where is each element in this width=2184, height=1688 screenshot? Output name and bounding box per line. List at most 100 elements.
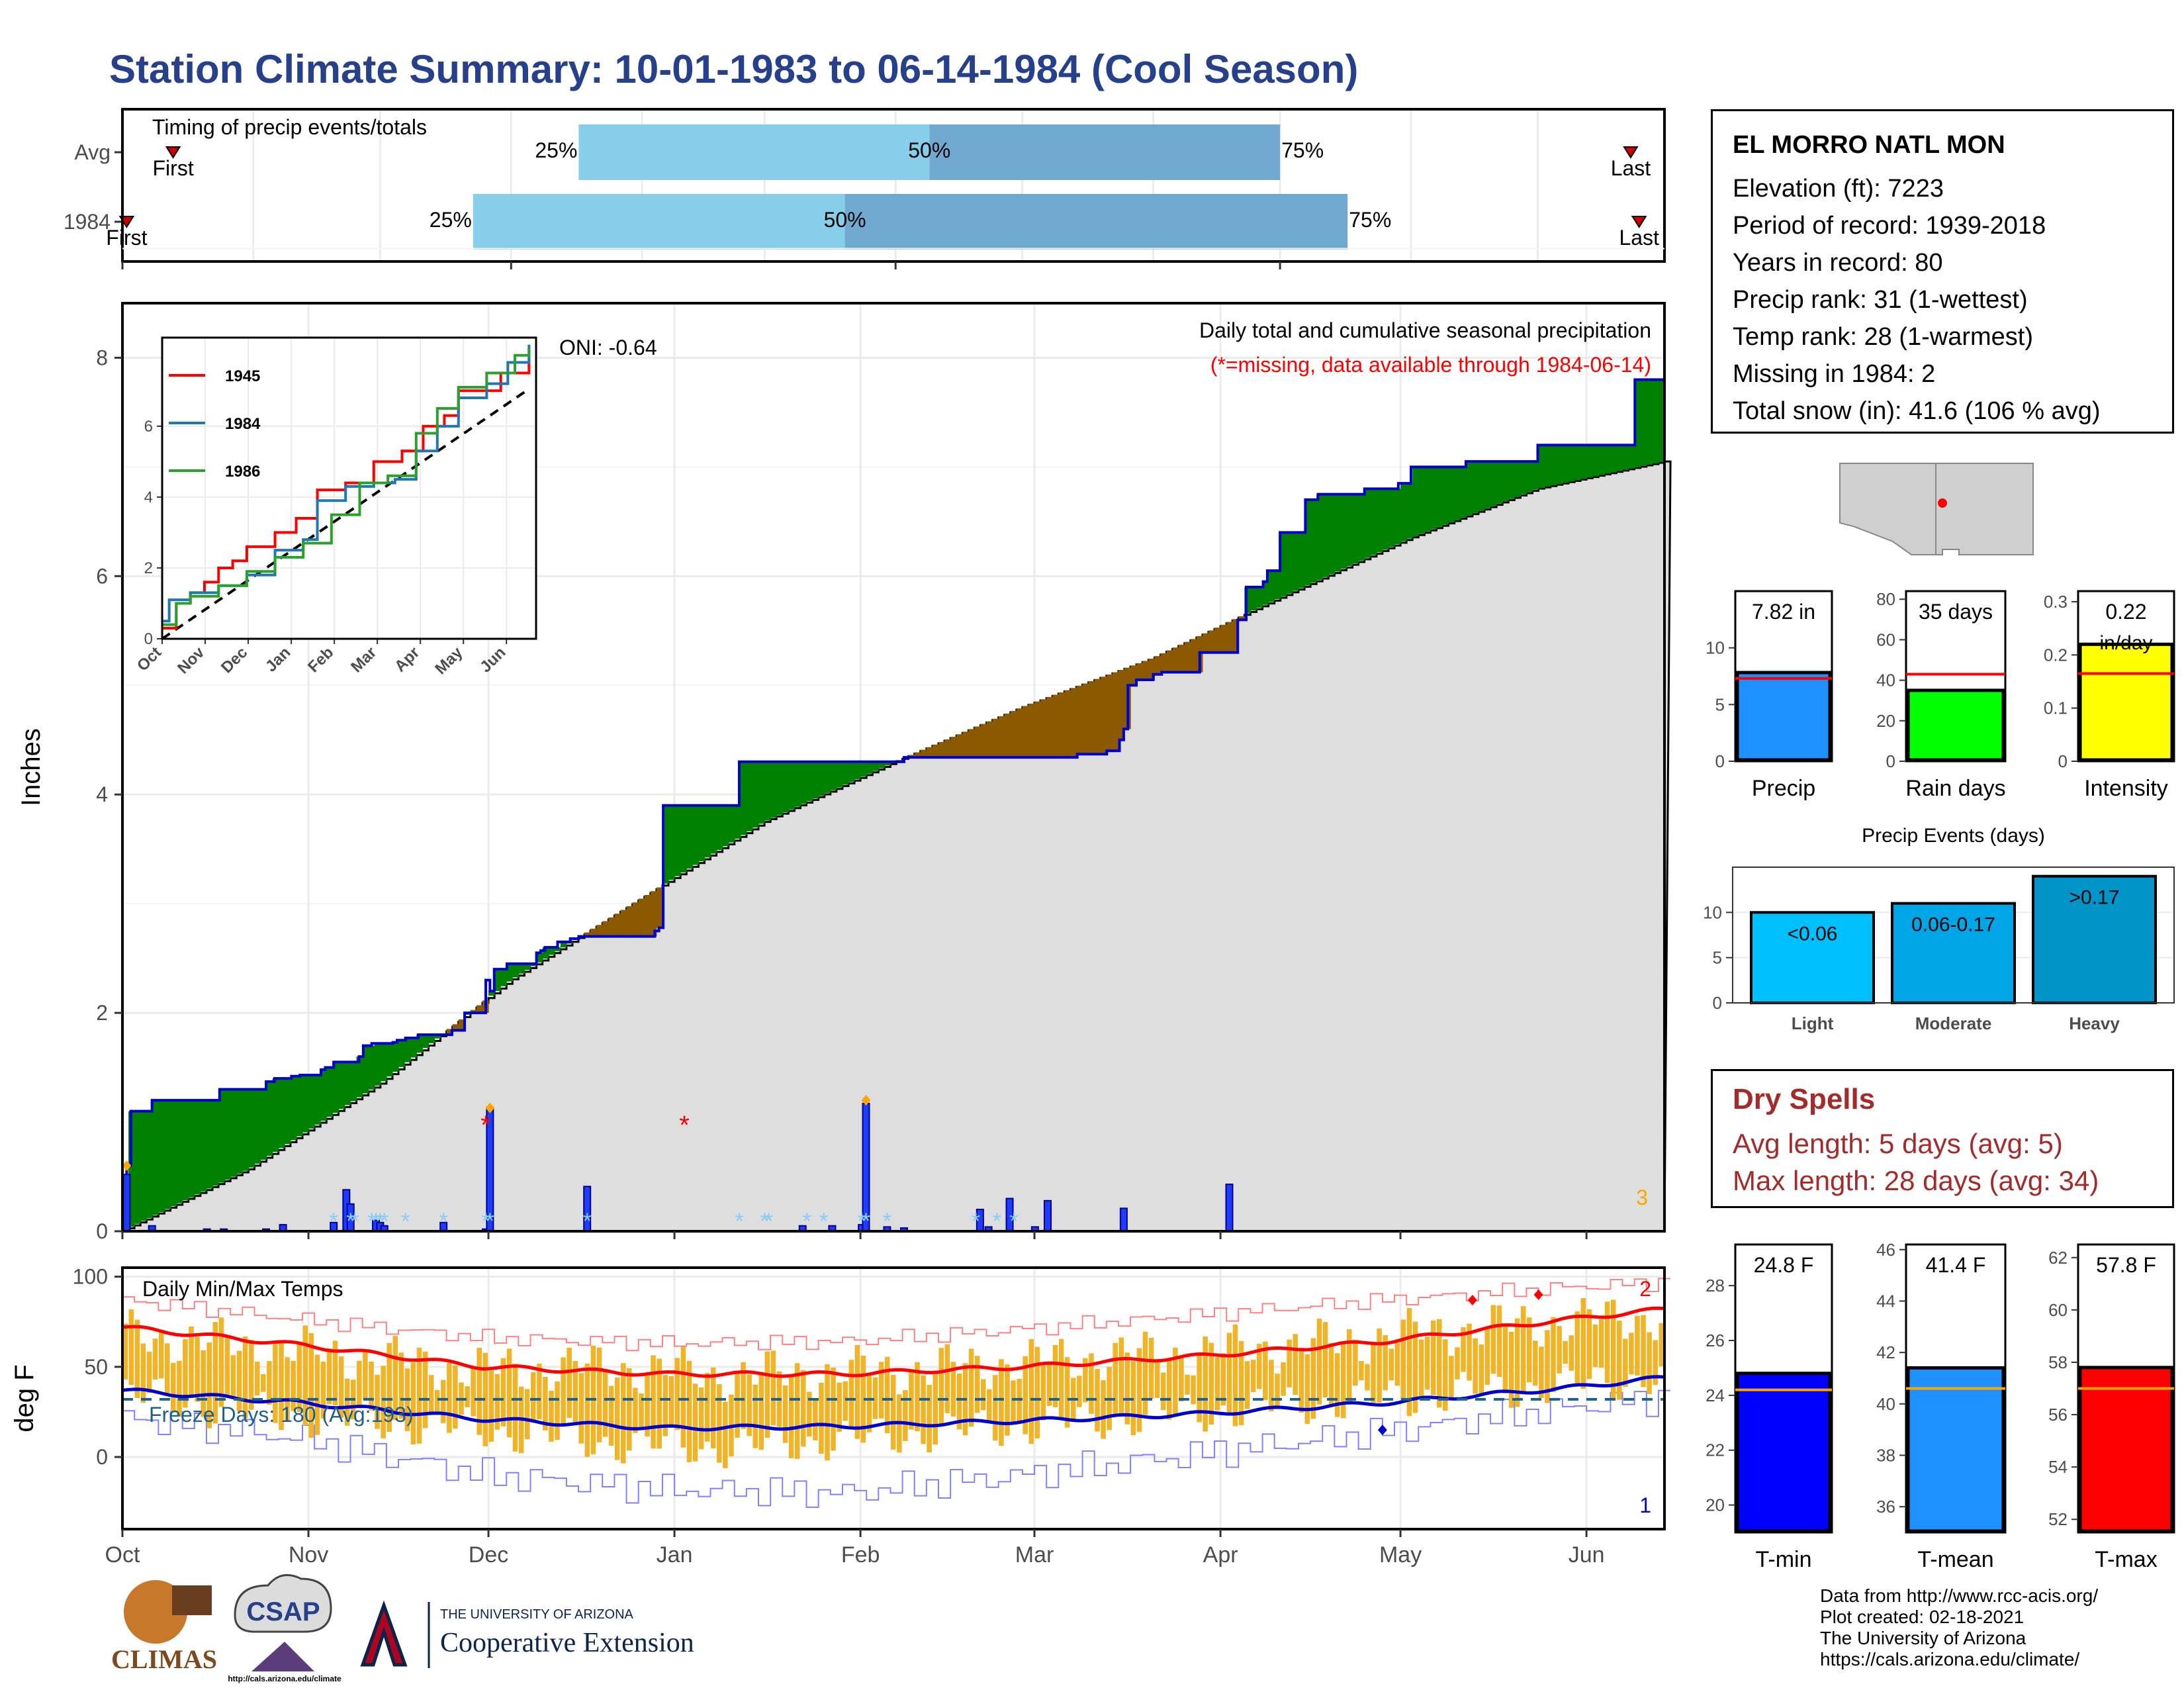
precip-anomaly-bar bbox=[1616, 445, 1623, 471]
precip-anomaly-bar bbox=[1538, 445, 1545, 489]
temp-daily-bar bbox=[1089, 1353, 1094, 1414]
temp-daily-bar bbox=[248, 1340, 254, 1410]
temp-daily-bar bbox=[1064, 1357, 1070, 1428]
temp-daily-bar bbox=[1473, 1338, 1478, 1394]
precip-anomaly-bar bbox=[170, 1100, 177, 1207]
precip-anomaly-bar bbox=[998, 716, 1005, 758]
temp-daily-bar bbox=[1034, 1346, 1040, 1438]
precip-anomaly-bar bbox=[560, 941, 567, 948]
precip-anomaly-bar bbox=[626, 906, 633, 937]
precip-anomaly-bar bbox=[1556, 445, 1563, 485]
mean-tmax-y-tick-label: 52 bbox=[2048, 1509, 2068, 1529]
timing-last-marker bbox=[1623, 146, 1639, 159]
precip-anomaly-bar bbox=[308, 1075, 315, 1129]
temp-daily-bar bbox=[308, 1333, 314, 1438]
precip-anomaly-bar bbox=[824, 761, 831, 793]
precip-anomaly-bar bbox=[746, 761, 753, 831]
temp-y-axis-label: deg F bbox=[10, 1364, 39, 1432]
precip-anomaly-fills bbox=[122, 379, 1665, 1231]
temp-daily-bar bbox=[872, 1377, 878, 1419]
temp-daily-bar bbox=[764, 1351, 770, 1438]
precip-anomaly-bar bbox=[932, 744, 939, 758]
temp-daily-bar bbox=[1220, 1353, 1226, 1406]
credit-data-source: Data from http://www.rcc-acis.org/ bbox=[1820, 1585, 2099, 1606]
precip-anomaly-bar bbox=[434, 1035, 441, 1039]
temp-daily-bar bbox=[152, 1338, 158, 1380]
precip-anomaly-bar bbox=[1340, 494, 1347, 569]
precip-anomaly-bar bbox=[1454, 467, 1461, 520]
precip-y-tick-label: 0 bbox=[96, 1219, 108, 1243]
station-elevation: Elevation (ft): 7223 bbox=[1733, 175, 1944, 203]
temp-record-marker bbox=[1377, 1425, 1387, 1436]
mean-tmean: 41.4 F 36 38 40 42 44 46 T-mean bbox=[1876, 1240, 2007, 1572]
precip-anomaly-bar bbox=[1094, 679, 1101, 755]
precip-anomaly-bar bbox=[1424, 467, 1432, 532]
temp-daily-bar bbox=[1179, 1356, 1184, 1402]
precip-anomaly-bar bbox=[1490, 461, 1497, 506]
temp-daily-bar bbox=[1449, 1356, 1454, 1398]
precip-snow-marker: * bbox=[858, 1209, 866, 1234]
temp-daily-bar bbox=[1592, 1324, 1598, 1368]
dry-spells-max: Max length: 28 days (avg: 34) bbox=[1733, 1165, 2099, 1196]
temp-daily-bar bbox=[927, 1385, 932, 1452]
precip-anomaly-bar bbox=[1256, 586, 1263, 608]
temp-daily-bar bbox=[866, 1375, 872, 1432]
temp-daily-bar bbox=[453, 1365, 458, 1429]
temp-daily-bar bbox=[344, 1378, 350, 1426]
precip-panel-border bbox=[121, 302, 1666, 1233]
precip-anomaly-bar bbox=[1388, 489, 1395, 547]
season-precip-bar bbox=[1735, 671, 1832, 762]
temp-daily-bar bbox=[1436, 1319, 1442, 1408]
temp-daily-bar bbox=[291, 1360, 296, 1411]
precip-anomaly-bar bbox=[776, 761, 783, 816]
precip-snow-marker: * bbox=[819, 1209, 828, 1234]
precip-anomaly-bar bbox=[1280, 532, 1287, 596]
season-rain-days-value-label: 35 days bbox=[1919, 600, 1993, 624]
precip-events-title: Precip Events (days) bbox=[1862, 825, 2045, 847]
precip-anomaly-bar bbox=[362, 1045, 369, 1094]
station-name: EL MORRO NATL MON bbox=[1733, 131, 2005, 159]
precip-anomaly-bar bbox=[200, 1100, 207, 1192]
precip-events-x-label: Light bbox=[1792, 1013, 1834, 1033]
temp-daily-bar bbox=[314, 1354, 320, 1435]
precip-anomaly-bar bbox=[1640, 379, 1647, 466]
temp-daily-bar bbox=[1136, 1348, 1142, 1432]
temp-daily-bar bbox=[1197, 1353, 1202, 1423]
temp-daily-bar bbox=[447, 1363, 452, 1433]
temp-daily-bar bbox=[146, 1351, 152, 1393]
precip-anomaly-bar bbox=[506, 963, 513, 982]
temp-daily-bar bbox=[273, 1341, 278, 1423]
temp-daily-bar bbox=[1298, 1348, 1304, 1413]
temp-daily-bar bbox=[261, 1374, 266, 1392]
precip-anomaly-bar bbox=[632, 902, 639, 937]
temp-daily-bar bbox=[1167, 1360, 1172, 1420]
temp-daily-bar bbox=[267, 1361, 272, 1405]
temp-daily-bar bbox=[1160, 1372, 1166, 1411]
precip-daily-bar bbox=[122, 1174, 131, 1232]
mean-tmean-bar bbox=[1906, 1366, 2005, 1533]
temp-daily-bar bbox=[1551, 1317, 1556, 1393]
temp-daily-bar bbox=[1563, 1340, 1568, 1364]
precip-anomaly-bar bbox=[392, 1042, 399, 1072]
mean-tmax-y-tick-label: 62 bbox=[2048, 1248, 2068, 1268]
temp-daily-bar bbox=[837, 1382, 842, 1432]
precip-anomaly-bar bbox=[1466, 461, 1473, 516]
precip-anomaly-bar bbox=[686, 805, 693, 869]
precip-anomaly-bar bbox=[854, 761, 861, 780]
temp-daily-bar bbox=[387, 1342, 392, 1432]
temp-daily-bar bbox=[224, 1336, 230, 1395]
inset-series-line-1986 bbox=[162, 348, 531, 626]
precip-title: Daily total and cumulative seasonal prec… bbox=[1199, 318, 1651, 342]
precip-anomaly-bar bbox=[1076, 685, 1083, 755]
precip-anomaly-bar bbox=[494, 969, 501, 991]
temp-daily-bar bbox=[1250, 1360, 1256, 1392]
temp-x-tick-label: Nov bbox=[289, 1542, 328, 1568]
precip-anomaly-bar bbox=[1178, 644, 1185, 673]
season-intensity-y-tick-label: 0.3 bbox=[2044, 592, 2068, 612]
precip-anomaly-bar bbox=[218, 1089, 225, 1183]
precip-anomaly-bar bbox=[398, 1040, 405, 1067]
mean-tmax-y-tick-label: 54 bbox=[2048, 1457, 2068, 1477]
precip-anomaly-bar bbox=[326, 1067, 333, 1117]
precip-anomaly-bar bbox=[284, 1078, 291, 1145]
precip-anomaly-bar bbox=[1334, 494, 1342, 572]
